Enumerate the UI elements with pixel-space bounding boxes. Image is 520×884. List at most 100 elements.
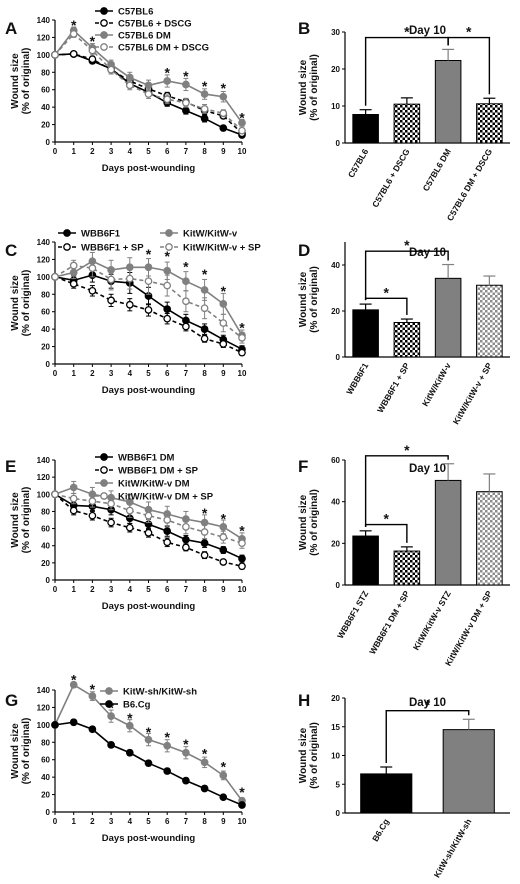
significance-star: * (108, 699, 114, 715)
y-tick-label: 20 (331, 694, 340, 703)
y-axis-label-line: (% of original) (21, 48, 32, 115)
x-tick-label: 3 (109, 817, 114, 826)
y-axis-label-line: (% of original) (21, 487, 32, 554)
y-tick-label: 0 (336, 353, 341, 362)
data-point (219, 533, 228, 541)
significance-star: * (127, 710, 133, 726)
data-point (125, 506, 134, 515)
significance-star: * (164, 64, 170, 80)
y-tick-label: 120 (37, 33, 51, 42)
data-point (51, 490, 59, 499)
x-tick-label: 5 (146, 369, 151, 378)
data-point (88, 286, 97, 295)
series-line (54, 493, 243, 568)
data-point (200, 758, 209, 767)
chart-C: C 0 20 40 60 80 100 120 140 0 1 2 3 4 5 6 7 8 9 10 Days post… (5, 229, 261, 397)
significance-star: * (90, 681, 96, 697)
y-tick-label: 100 (37, 721, 51, 730)
data-point (69, 718, 78, 727)
y-axis-label-line: Wound size (10, 275, 21, 331)
significance-star: * (183, 258, 189, 274)
y-tick-label: 80 (41, 738, 50, 747)
y-tick-label: 140 (37, 686, 51, 695)
y-tick-label: 60 (41, 86, 50, 95)
bar (352, 114, 379, 144)
x-tick-label: 0 (53, 147, 58, 156)
data-point (88, 46, 97, 55)
significance-star: * (183, 68, 189, 84)
legend-marker (100, 492, 108, 500)
data-point (125, 523, 134, 532)
legend-entry: KitW/KitW-v (160, 229, 238, 240)
x-tick-label: 6 (165, 147, 170, 156)
x-tick-label: 10 (238, 147, 247, 156)
y-tick-label: 20 (41, 559, 50, 568)
data-point (219, 92, 228, 101)
x-tick-label: 4 (128, 585, 133, 594)
legend-label: KitW/KitW-v + SP (183, 243, 261, 254)
x-tick-label: 8 (202, 585, 207, 594)
y-axis-label: Wound size(% of original) (10, 270, 32, 337)
y-tick-label: 0 (46, 808, 51, 817)
data-point (125, 748, 134, 757)
data-point (182, 776, 190, 785)
legend-label: B6.Cg (123, 700, 151, 711)
x-tick-label: 3 (109, 369, 114, 378)
chart-G: G 0 20 40 60 80 100 120 140 0 1 2 3 4 5 6 7 8 9 10 Days post… (5, 672, 247, 844)
bar (476, 284, 503, 358)
significance-bracket (364, 297, 408, 316)
legend-label: KitW-sh/KitW-sh (123, 687, 197, 698)
x-tick-label: 10 (238, 817, 247, 826)
data-point (200, 114, 209, 123)
x-tick-label: 7 (184, 369, 189, 378)
y-axis-label-line: Wound size (298, 59, 309, 115)
data-point (182, 322, 190, 331)
series-3 (51, 490, 246, 549)
category-label: KitW-sh/KitW-sh (432, 817, 474, 879)
data-point (219, 558, 228, 566)
data-point (200, 539, 209, 547)
legend-marker (63, 229, 71, 237)
y-tick-label: 40 (41, 542, 50, 551)
data-point (219, 319, 228, 327)
category-label: C57BL6 + DSCG (370, 147, 412, 209)
x-tick-label: 0 (53, 585, 58, 594)
category-label: WBB6F1 + SP (375, 361, 412, 415)
x-tick-label: 4 (128, 369, 133, 378)
legend-entry: WBB6F1 DM + SP (95, 466, 199, 477)
bar (360, 773, 413, 814)
data-point (238, 554, 246, 563)
data-point (200, 304, 209, 313)
legend-marker (165, 243, 173, 251)
significance-star: * (202, 505, 208, 521)
data-point (69, 680, 78, 689)
x-tick-label: 9 (221, 147, 226, 156)
data-point (238, 118, 246, 127)
x-tick-label: 9 (221, 817, 226, 826)
panel-label: E (5, 457, 16, 476)
bar (393, 322, 421, 358)
x-tick-label: 7 (184, 147, 189, 156)
data-point (88, 725, 97, 734)
x-tick-label: 9 (221, 585, 226, 594)
data-point (238, 334, 246, 342)
x-tick-label: 5 (146, 147, 151, 156)
y-tick-label: 30 (331, 28, 340, 37)
data-point (107, 499, 115, 508)
y-tick-label: 60 (41, 525, 50, 534)
data-point (200, 334, 209, 343)
significance-star: * (71, 17, 77, 33)
data-point (219, 523, 228, 531)
legend-marker (100, 479, 108, 487)
legend-label: C57BL6 DM + DSCG (118, 43, 209, 54)
y-tick-label: 60 (41, 308, 50, 317)
y-axis-label-line: Wound size (298, 494, 309, 550)
x-tick-label: 3 (109, 585, 114, 594)
category-label: KitW/KitW-v STZ (411, 589, 453, 652)
significance-bracket (385, 709, 470, 763)
significance-star: * (202, 266, 208, 282)
legend-entry: WBB6F1 DM (95, 453, 175, 464)
legend-label: WBB6F1 DM + SP (118, 466, 199, 477)
data-point (125, 274, 134, 283)
data-point (219, 124, 228, 132)
